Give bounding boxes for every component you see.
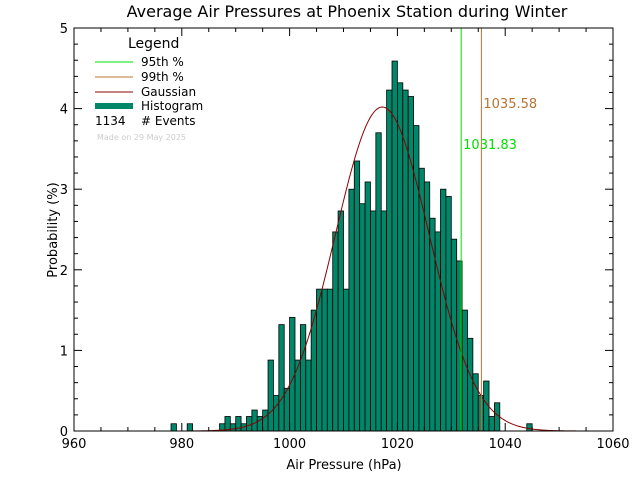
histogram-bar [413, 125, 420, 432]
y-axis-label: Probability (%) [46, 182, 61, 277]
histogram-bar [402, 89, 409, 432]
histogram-bar [316, 288, 323, 432]
histogram-bar [326, 288, 334, 432]
histogram-bar [467, 337, 474, 432]
events-label: # Events [141, 114, 196, 128]
histogram-bar [229, 423, 237, 432]
y-tick-label: 1 [60, 344, 68, 359]
legend-label-95th: 95th % [141, 55, 184, 69]
chart-title: Average Air Pressures at Phoenix Station… [127, 2, 568, 21]
percentile-lines: 1031.83 1035.58 [460, 28, 537, 431]
histogram-bar [380, 210, 388, 432]
histogram-bar [440, 188, 447, 432]
legend-label-gaussian: Gaussian [141, 85, 196, 99]
histogram-bar [332, 231, 339, 432]
events-count: 1134 [95, 114, 126, 128]
histogram-bar [224, 416, 231, 432]
x-tick-label: 1060 [596, 437, 629, 452]
histogram-bar [445, 196, 452, 432]
histogram-bar [343, 288, 350, 432]
x-tick-label: 980 [169, 437, 194, 452]
percentile-value-label: 1031.83 [463, 138, 517, 153]
y-tick-label: 0 [60, 425, 68, 440]
legend-title: Legend [128, 36, 179, 52]
x-tick-label: 1000 [273, 437, 306, 452]
histogram-bar [391, 60, 398, 432]
histogram-bar [375, 132, 382, 432]
histogram-bar [170, 423, 177, 432]
histogram-bar [262, 409, 269, 432]
histogram-bar [310, 309, 317, 432]
y-tick-label: 4 [60, 103, 68, 118]
histogram-bar [353, 160, 361, 432]
histogram-bar [526, 423, 533, 432]
legend: Legend 95th % 99th % Gaussian Histogram … [95, 36, 203, 142]
histogram-bar [251, 409, 258, 432]
y-tick-label: 5 [60, 22, 68, 37]
percentile-value-label: 1035.58 [483, 97, 537, 112]
histogram-bar [337, 210, 344, 432]
histogram-bar [305, 359, 312, 432]
histogram-bar [348, 188, 355, 432]
histogram-bar [364, 181, 371, 432]
histogram-bar [418, 167, 425, 432]
histogram-bar [289, 316, 296, 432]
histogram-bars [170, 60, 533, 432]
axis-ticks: 960 980 1000 1020 1040 1060 0 1 2 3 4 5 [60, 22, 630, 452]
x-tick-label: 1020 [381, 437, 414, 452]
x-axis-label: Air Pressure (hPa) [286, 458, 401, 473]
histogram-bar [273, 395, 280, 432]
histogram-bar [386, 89, 393, 432]
histogram-bar [267, 359, 274, 432]
plot-area: 1031.83 1035.58 960 980 1000 1020 1040 1060 0 1 2… [60, 22, 630, 452]
histogram-bar [370, 210, 377, 432]
histogram-bar [246, 416, 253, 432]
histogram-bar [488, 416, 495, 432]
made-on-note: Made on 29 May 2025 [97, 133, 186, 142]
legend-label-99th: 99th % [141, 70, 184, 84]
x-tick-label: 1040 [489, 437, 522, 452]
y-tick-label: 3 [60, 183, 68, 198]
histogram-bar [461, 309, 468, 432]
histogram-bar [186, 423, 193, 432]
histogram-bar [407, 96, 414, 432]
histogram-bar [283, 387, 290, 432]
histogram-bar [278, 324, 285, 432]
histogram-bar [299, 324, 307, 432]
histogram-bar [359, 203, 366, 432]
legend-label-histogram: Histogram [141, 99, 203, 113]
y-tick-label: 2 [60, 264, 68, 279]
x-tick-label: 960 [62, 437, 87, 452]
histogram-bar [321, 288, 328, 432]
